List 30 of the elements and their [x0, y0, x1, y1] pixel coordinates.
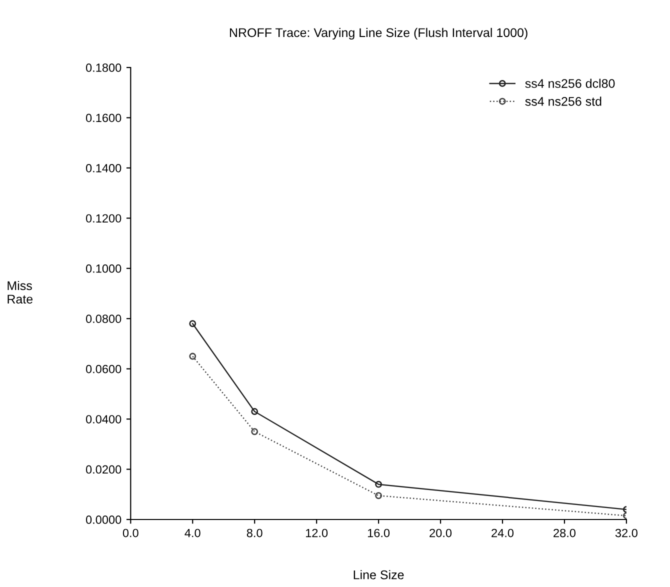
- x-tick-label: 8.0: [246, 528, 262, 538]
- x-tick-label: 20.0: [430, 528, 452, 538]
- x-tick-label: 28.0: [554, 528, 576, 538]
- y-tick-label: 0.1000: [86, 264, 122, 273]
- y-tick-label: 0.0200: [86, 465, 122, 474]
- y-tick-label: 0.1800: [86, 64, 122, 72]
- chart-title: NROFF Trace: Varying Line Size (Flush Interval 1000): [230, 28, 528, 40]
- point: [375, 480, 382, 488]
- legend-label: ss4 ns256 std: [525, 96, 602, 106]
- x-axis-title: Line Size: [354, 570, 404, 580]
- point: [251, 428, 258, 436]
- point: [375, 492, 382, 500]
- x-tick-label: 4.0: [184, 528, 200, 538]
- x-tick-label: 12.0: [306, 528, 328, 538]
- y-tick-label: 0.1200: [86, 214, 122, 223]
- y-tick-label: 0.1400: [86, 164, 122, 172]
- y-tick-label: 0.0400: [86, 415, 122, 424]
- point: [189, 352, 196, 360]
- y-tick-label: 0.1600: [86, 114, 122, 122]
- point: [189, 320, 196, 328]
- x-tick-label: 16.0: [368, 528, 390, 538]
- point: [251, 408, 258, 415]
- legend-label: ss4 ns256 dcl80: [525, 78, 615, 88]
- y-tick-label: 0.0800: [86, 314, 122, 324]
- x-tick-label: 32.0: [615, 528, 638, 538]
- y-tick-label: 0.0000: [86, 516, 122, 524]
- x-tick-label: 24.0: [492, 528, 514, 538]
- x-tick-label: 0.0: [122, 528, 138, 538]
- y-axis-title: Miss Rate: [8, 280, 33, 304]
- y-tick-label: 0.0600: [86, 364, 122, 374]
